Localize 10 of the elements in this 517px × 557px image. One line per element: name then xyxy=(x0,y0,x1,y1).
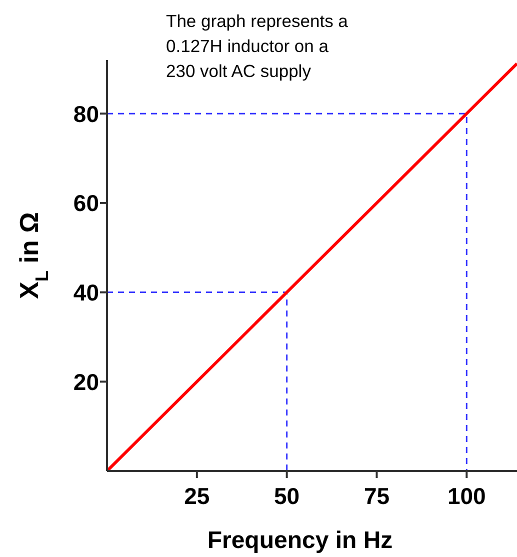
y-tick-label: 80 xyxy=(73,100,99,127)
x-axis-title: Frequency in Hz xyxy=(207,527,393,554)
annotation: The graph represents a 0.127H inductor on a 230 volt AC supply xyxy=(166,11,348,81)
x-tick-label: 75 xyxy=(364,483,390,509)
x-tick-label: 50 xyxy=(274,483,300,509)
y-tick-label: 40 xyxy=(73,280,99,306)
x-tick-label: 100 xyxy=(447,483,486,509)
y-tick-label: 60 xyxy=(73,190,99,216)
y-tick-label: 20 xyxy=(73,368,99,395)
x-tick-label: 25 xyxy=(184,483,210,509)
